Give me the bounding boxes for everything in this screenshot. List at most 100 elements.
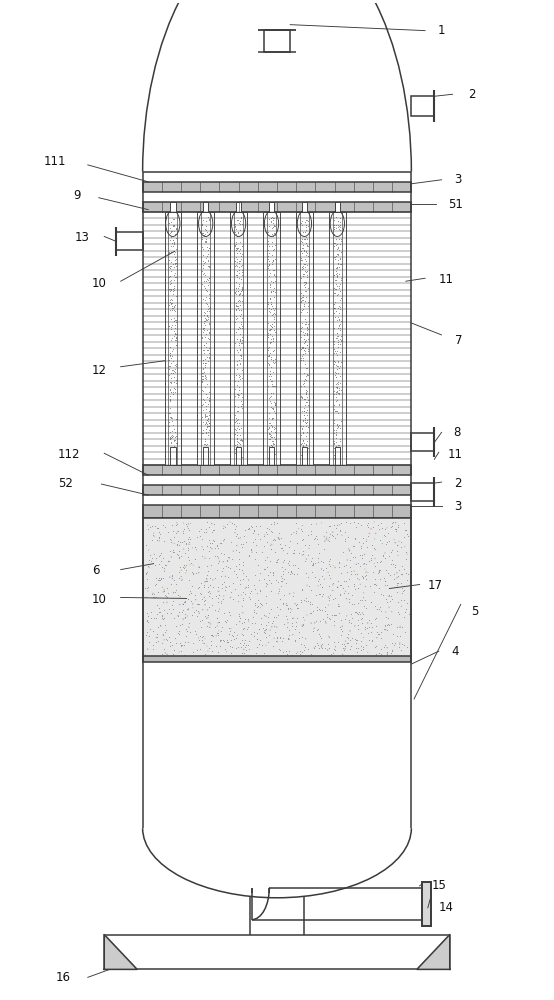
Point	[366, 594, 375, 610]
Point	[266, 437, 275, 453]
Point	[300, 356, 309, 372]
Point	[266, 321, 275, 337]
Point	[232, 386, 241, 402]
Point	[239, 557, 248, 573]
Point	[340, 642, 348, 658]
Point	[232, 221, 240, 237]
Point	[266, 516, 275, 532]
Point	[175, 543, 183, 559]
Point	[403, 528, 412, 544]
Point	[200, 342, 209, 358]
Point	[301, 418, 310, 434]
Point	[336, 217, 345, 233]
Point	[394, 575, 403, 591]
Point	[289, 585, 298, 601]
Point	[245, 585, 254, 601]
Point	[394, 604, 403, 620]
Point	[283, 545, 292, 561]
Point	[331, 448, 340, 464]
Point	[234, 243, 243, 259]
Point	[237, 318, 246, 334]
Point	[267, 395, 276, 411]
Point	[336, 621, 345, 637]
Point	[298, 438, 307, 454]
Point	[171, 372, 180, 388]
Point	[391, 535, 399, 551]
Point	[291, 614, 300, 630]
Point	[302, 414, 311, 430]
Point	[353, 640, 362, 656]
Point	[316, 628, 325, 644]
Point	[397, 585, 406, 601]
Point	[168, 300, 177, 316]
Point	[141, 580, 150, 596]
Point	[329, 336, 338, 352]
Point	[312, 531, 321, 547]
Point	[235, 379, 244, 395]
Point	[265, 245, 274, 261]
Point	[202, 322, 211, 338]
Bar	[170, 447, 176, 465]
Point	[352, 640, 361, 656]
Point	[212, 638, 220, 654]
Point	[234, 639, 243, 655]
Point	[300, 277, 309, 293]
Point	[356, 517, 365, 533]
Bar	[269, 447, 274, 465]
Point	[245, 520, 254, 536]
Point	[330, 440, 338, 456]
Point	[244, 521, 253, 537]
Point	[385, 533, 394, 549]
Point	[274, 551, 283, 567]
Point	[330, 451, 339, 467]
Point	[268, 252, 277, 268]
Point	[154, 572, 163, 588]
Point	[266, 437, 275, 453]
Point	[297, 348, 306, 364]
Point	[233, 310, 242, 326]
Point	[298, 339, 307, 355]
Point	[161, 624, 170, 640]
Point	[298, 618, 307, 634]
Point	[398, 619, 407, 635]
Point	[357, 547, 366, 563]
Point	[167, 435, 176, 451]
Point	[170, 572, 179, 588]
Point	[278, 633, 286, 649]
Point	[168, 446, 177, 462]
Point	[199, 313, 208, 329]
Point	[205, 349, 214, 365]
Point	[333, 420, 342, 436]
Point	[167, 413, 176, 429]
Point	[304, 641, 313, 657]
Point	[334, 217, 342, 233]
Point	[265, 291, 274, 307]
Point	[347, 563, 356, 579]
Point	[299, 224, 307, 240]
Point	[239, 637, 248, 653]
Point	[324, 640, 333, 656]
Bar	[203, 447, 208, 465]
Point	[341, 524, 350, 540]
Point	[202, 369, 211, 385]
Point	[204, 396, 213, 412]
Point	[237, 306, 246, 322]
Point	[268, 228, 277, 244]
Point	[301, 224, 310, 240]
Point	[208, 572, 217, 588]
Point	[268, 400, 277, 416]
Point	[223, 549, 232, 565]
Point	[235, 215, 244, 231]
Point	[269, 446, 278, 462]
Point	[353, 617, 362, 633]
Point	[236, 536, 245, 552]
Point	[382, 577, 391, 593]
Point	[333, 312, 342, 328]
Point	[301, 372, 310, 388]
Point	[153, 619, 162, 635]
Point	[198, 260, 207, 276]
Text: 6: 6	[93, 564, 100, 577]
Point	[336, 587, 345, 603]
Point	[227, 645, 235, 661]
Point	[265, 277, 274, 293]
